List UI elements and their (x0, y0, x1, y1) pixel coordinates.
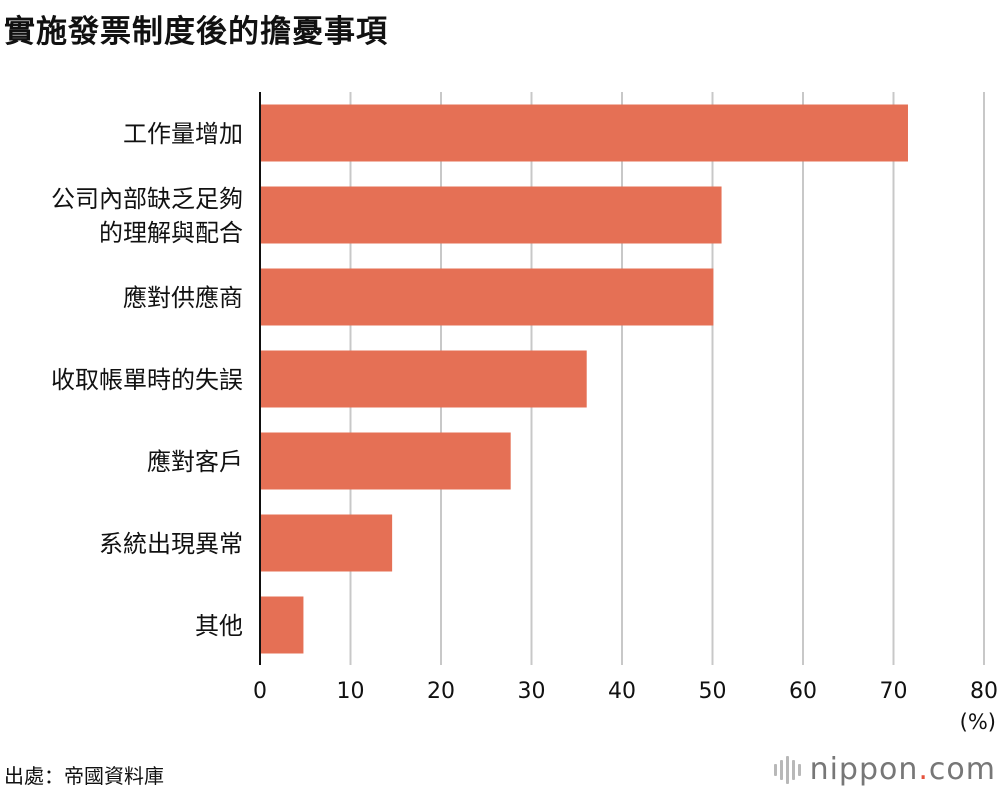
x-tick-label: 50 (699, 679, 727, 704)
logo-bars-icon (773, 755, 804, 784)
category-label: 應對客戶 (147, 448, 243, 476)
category-label: 的理解與配合 (99, 219, 243, 247)
x-tick-label: 70 (880, 679, 908, 704)
category-label: 其他 (195, 612, 243, 640)
category-labels: 工作量增加公司內部缺乏足夠的理解與配合應對供應商收取帳單時的失誤應對客戶系統出現… (51, 120, 243, 640)
bars (260, 104, 908, 654)
bar (260, 596, 304, 654)
x-tick-label: 80 (970, 679, 998, 704)
x-tick-label: 0 (253, 679, 267, 704)
bar (260, 514, 393, 572)
source-note: 出處：帝國資料庫 (4, 764, 164, 788)
bar (260, 186, 722, 244)
bar (260, 104, 908, 162)
x-tick-label: 60 (789, 679, 817, 704)
category-label: 工作量增加 (123, 120, 243, 148)
chart-title: 實施發票制度後的擔憂事項 (4, 14, 388, 50)
x-tick-label: 20 (427, 679, 455, 704)
x-tick-label: 10 (337, 679, 365, 704)
x-tick-labels: 0 10 20 30 40 50 60 70 80 (253, 679, 998, 704)
nippon-logo: nippon.com (773, 752, 996, 787)
logo-wordmark: nippon.com (809, 752, 996, 787)
category-label: 系統出現異常 (99, 530, 243, 558)
bar (260, 350, 587, 408)
category-label: 收取帳單時的失誤 (51, 366, 243, 394)
x-tick-label: 40 (608, 679, 636, 704)
bar (260, 432, 511, 490)
category-label: 應對供應商 (123, 284, 243, 312)
unit-label: (%) (960, 710, 996, 734)
category-label: 公司內部缺乏足夠 (51, 185, 243, 213)
bar (260, 268, 714, 326)
x-tick-label: 30 (518, 679, 546, 704)
